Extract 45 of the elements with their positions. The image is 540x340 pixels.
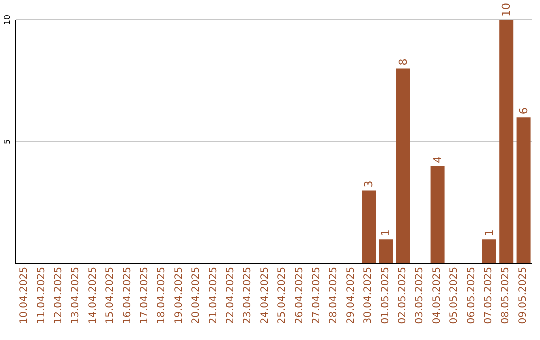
x-tick-label: 22.04.2025 xyxy=(226,267,236,324)
bar xyxy=(482,240,496,264)
x-tick-label: 02.05.2025 xyxy=(398,267,408,324)
x-tick-label: 15.04.2025 xyxy=(105,267,116,324)
x-tick-label: 09.05.2025 xyxy=(518,267,529,324)
bar xyxy=(430,166,445,264)
x-tick-label: 24.04.2025 xyxy=(260,267,271,324)
data-label: 10 xyxy=(500,3,514,17)
x-tick-label: 05.05.2025 xyxy=(449,267,460,324)
y-tick-label: 5 xyxy=(3,139,12,145)
x-tick-label: 17.04.2025 xyxy=(140,267,150,324)
x-tick-label: 07.05.2025 xyxy=(484,267,494,324)
data-label: 6 xyxy=(517,108,530,115)
x-tick-label: 14.04.2025 xyxy=(88,267,99,324)
x-tick-label: 29.04.2025 xyxy=(346,267,357,324)
x-tick-label: 26.04.2025 xyxy=(294,267,306,324)
data-label: 1 xyxy=(482,230,496,237)
bar xyxy=(500,20,514,264)
x-tick-label: 13.04.2025 xyxy=(70,267,82,324)
x-tick-label: 28.04.2025 xyxy=(328,267,340,324)
bar xyxy=(396,68,410,264)
x-tick-label: 18.04.2025 xyxy=(156,267,168,324)
x-tick-label: 06.05.2025 xyxy=(466,267,478,324)
x-tick-label: 20.04.2025 xyxy=(191,267,202,324)
x-tick-label: 19.04.2025 xyxy=(174,267,185,324)
x-tick-label: 03.05.2025 xyxy=(414,267,426,324)
bar xyxy=(516,118,531,264)
data-label: 4 xyxy=(431,156,444,164)
bar xyxy=(379,240,394,264)
x-tick-label: 04.05.2025 xyxy=(432,267,443,324)
bar xyxy=(362,190,376,264)
x-tick-label: 08.05.2025 xyxy=(500,267,512,324)
data-label: 1 xyxy=(380,230,393,237)
x-tick-label: 27.04.2025 xyxy=(312,267,322,324)
data-label: 3 xyxy=(362,180,376,188)
x-tick-label: 16.04.2025 xyxy=(122,267,134,324)
x-tick-label: 30.04.2025 xyxy=(363,267,374,324)
x-tick-label: 25.04.2025 xyxy=(277,267,288,324)
x-tick-label: 01.05.2025 xyxy=(380,267,392,324)
x-tick-label: 12.04.2025 xyxy=(54,267,64,324)
x-tick-label: 11.04.2025 xyxy=(36,267,48,324)
data-label: 8 xyxy=(396,58,410,66)
x-tick-label: 21.04.2025 xyxy=(208,267,220,324)
x-tick-label: 10.04.2025 xyxy=(19,267,30,324)
x-tick-label: 23.04.2025 xyxy=(242,267,254,324)
